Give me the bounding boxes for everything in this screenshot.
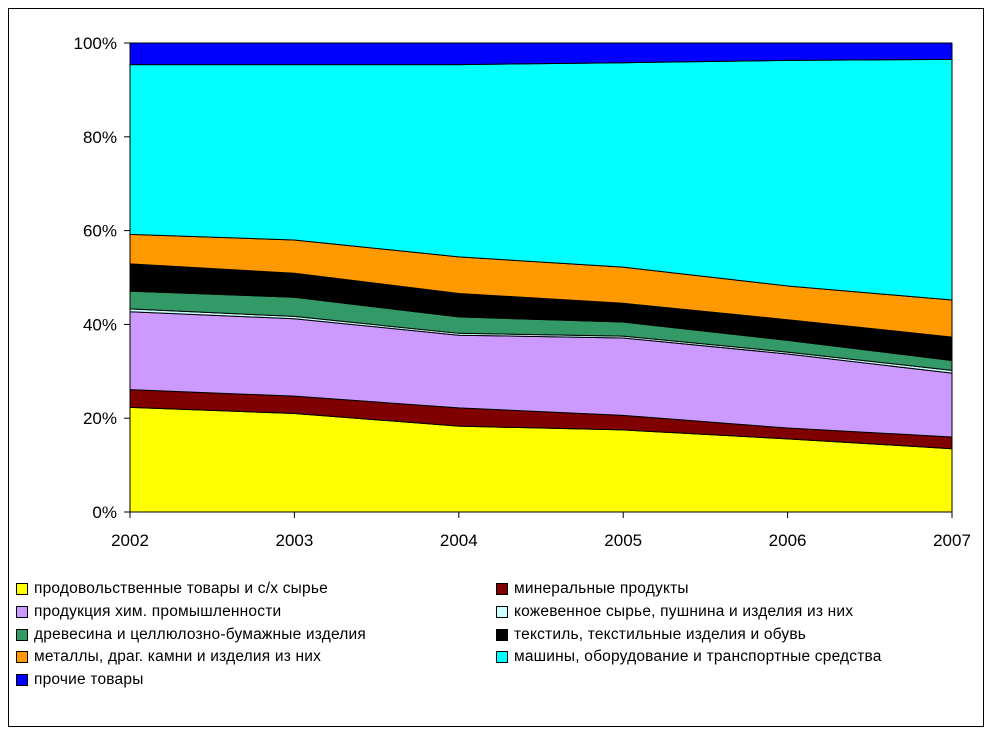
legend-label: машины, оборудование и транспортные сред…	[514, 648, 882, 666]
y-tick-label: 20%	[83, 409, 117, 428]
legend-label: продукция хим. промышленности	[34, 602, 282, 620]
y-tick-label: 40%	[83, 315, 117, 334]
y-tick-label: 60%	[83, 222, 117, 241]
legend-item: текстиль, текстильные изделия и обувь	[496, 625, 806, 645]
legend-swatch	[496, 651, 508, 664]
x-tick-label: 2005	[604, 531, 642, 550]
legend-item: металлы, драг. камни и изделия из них	[16, 647, 321, 667]
y-tick-label: 0%	[92, 503, 117, 522]
legend-item: древесина и целлюлозно-бумажные изделия	[16, 625, 366, 645]
legend-swatch	[16, 628, 28, 641]
legend-swatch	[16, 651, 28, 664]
legend-swatch	[16, 605, 28, 618]
y-tick-label: 100%	[74, 34, 117, 53]
legend-item: минеральные продукты	[496, 579, 689, 599]
x-tick-label: 2004	[440, 531, 478, 550]
y-tick-label: 80%	[83, 128, 117, 147]
legend-label: древесина и целлюлозно-бумажные изделия	[34, 625, 366, 643]
legend-swatch	[16, 583, 28, 595]
legend-label: кожевенное сырье, пушнина и изделия из н…	[514, 602, 854, 620]
x-tick-label: 2006	[769, 531, 807, 550]
legend-item: продукция хим. промышленности	[16, 602, 281, 622]
legend-swatch	[16, 674, 28, 687]
legend: продовольственные товары и с/х сырье мине…	[16, 579, 984, 729]
legend-label: прочие товары	[34, 671, 144, 689]
legend-swatch	[496, 583, 508, 595]
legend-item: кожевенное сырье, пушнина и изделия из н…	[496, 602, 853, 622]
legend-label: металлы, драг. камни и изделия из них	[34, 648, 322, 666]
legend-item: продовольственные товары и с/х сырье	[16, 579, 328, 599]
legend-label: продовольственные товары и с/х сырье	[34, 580, 328, 597]
x-tick-label: 2007	[933, 531, 971, 550]
x-tick-label: 2003	[275, 531, 313, 550]
legend-label: минеральные продукты	[514, 580, 689, 597]
legend-item: прочие товары	[16, 670, 144, 690]
legend-swatch	[496, 628, 508, 641]
x-tick-label: 2002	[111, 531, 149, 550]
legend-label: текстиль, текстильные изделия и обувь	[514, 625, 807, 643]
legend-swatch	[496, 605, 508, 618]
legend-item: машины, оборудование и транспортные сред…	[496, 647, 882, 667]
